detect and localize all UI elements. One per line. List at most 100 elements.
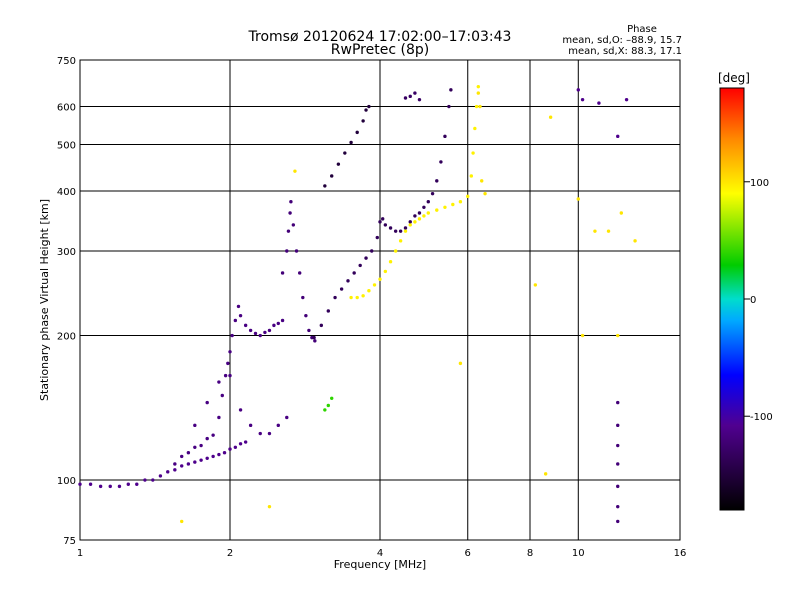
data-point xyxy=(408,220,412,224)
data-point xyxy=(222,451,227,455)
x-tick-label: 16 xyxy=(674,548,687,559)
data-point xyxy=(228,373,232,378)
data-point xyxy=(616,462,620,466)
data-point xyxy=(339,287,344,291)
data-point xyxy=(312,335,316,340)
x-tick-label: 10 xyxy=(572,548,585,559)
data-point xyxy=(398,229,403,233)
colorbar-tick-label: -100 xyxy=(750,412,773,423)
data-point xyxy=(236,304,241,309)
data-point xyxy=(480,179,484,183)
data-point xyxy=(403,226,408,230)
data-point xyxy=(443,205,447,209)
data-point xyxy=(199,443,203,448)
data-point xyxy=(383,269,388,274)
y-tick-label: 400 xyxy=(57,187,76,198)
data-point xyxy=(580,97,585,102)
data-point xyxy=(233,318,238,323)
data-point xyxy=(78,482,82,486)
data-point xyxy=(447,104,451,109)
data-point xyxy=(304,313,308,318)
data-point xyxy=(417,217,422,221)
data-point xyxy=(326,403,331,408)
x-tick-label: 1 xyxy=(77,548,83,559)
data-point xyxy=(205,400,209,405)
data-point xyxy=(476,84,481,89)
data-point xyxy=(173,468,177,472)
grid-lines xyxy=(80,60,680,540)
data-point xyxy=(473,126,477,131)
y-tick-label: 600 xyxy=(57,103,76,114)
data-point xyxy=(471,151,475,155)
data-point xyxy=(220,393,224,398)
data-point xyxy=(449,88,453,92)
data-point xyxy=(443,134,447,139)
data-point xyxy=(413,220,417,224)
data-point xyxy=(388,226,393,230)
data-point xyxy=(393,249,398,253)
data-point xyxy=(230,333,234,338)
data-point xyxy=(238,442,243,446)
data-point xyxy=(253,331,258,336)
data-point xyxy=(267,504,272,509)
data-point xyxy=(301,295,305,300)
data-point xyxy=(417,211,422,215)
data-point xyxy=(361,294,365,298)
x-tick-labels: 1 2 4 6 8 10 16 xyxy=(77,548,687,559)
x-tick-label: 4 xyxy=(377,548,383,559)
x-tick-label: 2 xyxy=(227,548,233,559)
data-point xyxy=(466,194,470,199)
data-point xyxy=(280,271,285,275)
data-point xyxy=(378,277,382,281)
data-point xyxy=(330,396,334,401)
data-point xyxy=(88,482,93,486)
data-point xyxy=(474,104,479,109)
data-point xyxy=(193,445,197,450)
data-point xyxy=(326,309,331,313)
data-point xyxy=(272,323,276,328)
data-point xyxy=(367,104,371,109)
data-point xyxy=(548,115,553,119)
data-point xyxy=(616,484,620,489)
data-point xyxy=(180,519,184,524)
data-point xyxy=(143,478,147,482)
data-point xyxy=(435,179,439,183)
data-point xyxy=(398,239,403,243)
data-point xyxy=(355,130,359,135)
data-point xyxy=(217,415,221,420)
data-point xyxy=(289,200,293,204)
data-point xyxy=(346,279,350,283)
data-point xyxy=(333,295,337,300)
data-point xyxy=(330,174,334,178)
data-point xyxy=(597,101,601,105)
data-point xyxy=(217,380,221,384)
x-tick-label: 8 xyxy=(527,548,533,559)
y-tick-label: 750 xyxy=(57,56,76,67)
y-tick-label: 75 xyxy=(63,536,76,547)
data-point xyxy=(430,191,435,196)
data-point xyxy=(403,96,408,100)
colorbar-label: [deg] xyxy=(718,71,750,85)
data-point xyxy=(426,200,430,204)
stats-line-x: mean, sd,X: 88.3, 17.1 xyxy=(568,46,682,57)
data-point xyxy=(422,205,426,209)
colorbar-ticks: 100 0 -100 xyxy=(744,178,773,423)
data-point xyxy=(205,436,209,441)
data-point xyxy=(367,288,371,293)
data-point xyxy=(323,184,327,188)
data-point xyxy=(580,333,585,338)
data-point xyxy=(393,229,398,233)
data-point xyxy=(349,140,353,145)
data-point xyxy=(364,108,368,112)
data-point xyxy=(217,452,221,457)
data-point xyxy=(248,328,253,333)
data-point xyxy=(211,433,215,437)
data-point xyxy=(358,263,362,268)
data-point xyxy=(476,91,481,95)
data-point xyxy=(108,484,112,489)
data-point xyxy=(276,423,280,428)
stats-line-o: mean, sd,O: –88.9, 15.7 xyxy=(562,35,682,46)
data-point xyxy=(291,223,296,227)
data-point xyxy=(413,214,417,218)
